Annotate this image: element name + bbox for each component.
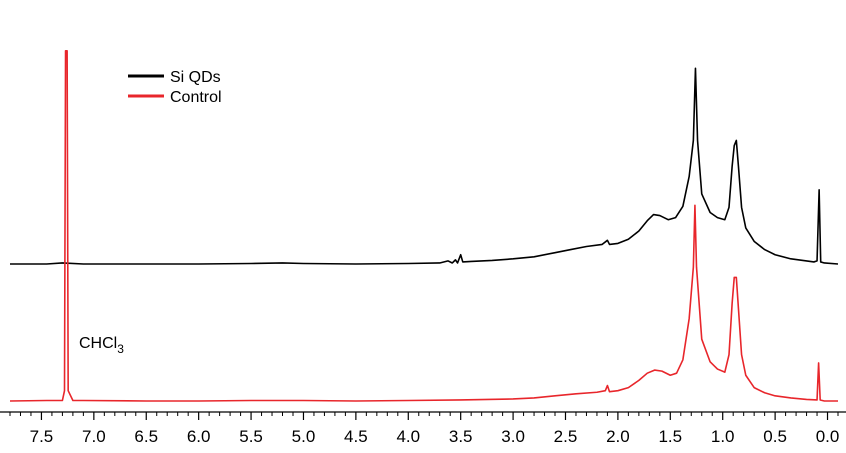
annotation-subscript: 3 xyxy=(117,342,124,356)
legend-label: Control xyxy=(170,89,222,106)
x-tick-label: 7.0 xyxy=(82,427,106,446)
x-tick-label: 0.0 xyxy=(816,427,840,446)
x-tick-label: 4.0 xyxy=(396,427,420,446)
x-tick-label: 1.0 xyxy=(711,427,735,446)
x-tick-label: 7.5 xyxy=(30,427,54,446)
x-tick-label: 6.0 xyxy=(187,427,211,446)
x-tick-label: 3.0 xyxy=(501,427,525,446)
x-axis: 7.5 7.0 6.5 6.0 5.5 5.0 4.5 4.0 3.5 3.0 2.5 2.0 1.5 1… xyxy=(0,411,846,446)
x-tick-label: 4.5 xyxy=(344,427,368,446)
x-tick-label: 2.0 xyxy=(606,427,630,446)
x-tick-label: 2.5 xyxy=(554,427,578,446)
legend: Si QDs Control xyxy=(128,69,222,106)
x-tick-label: 0.5 xyxy=(763,427,787,446)
series-line-si-qds xyxy=(10,67,839,265)
series-line-control xyxy=(9,50,838,402)
x-tick-label: 5.5 xyxy=(239,427,263,446)
annotations: CHCl3 xyxy=(79,335,124,356)
x-tick-label: 6.5 xyxy=(134,427,158,446)
plot-area xyxy=(9,50,839,402)
x-tick-label: 5.0 xyxy=(292,427,316,446)
x-tick-label: 1.5 xyxy=(658,427,682,446)
legend-label: Si QDs xyxy=(170,69,221,86)
x-tick-label: 3.5 xyxy=(449,427,473,446)
annotation-chcl3: CHCl3 xyxy=(79,335,124,356)
